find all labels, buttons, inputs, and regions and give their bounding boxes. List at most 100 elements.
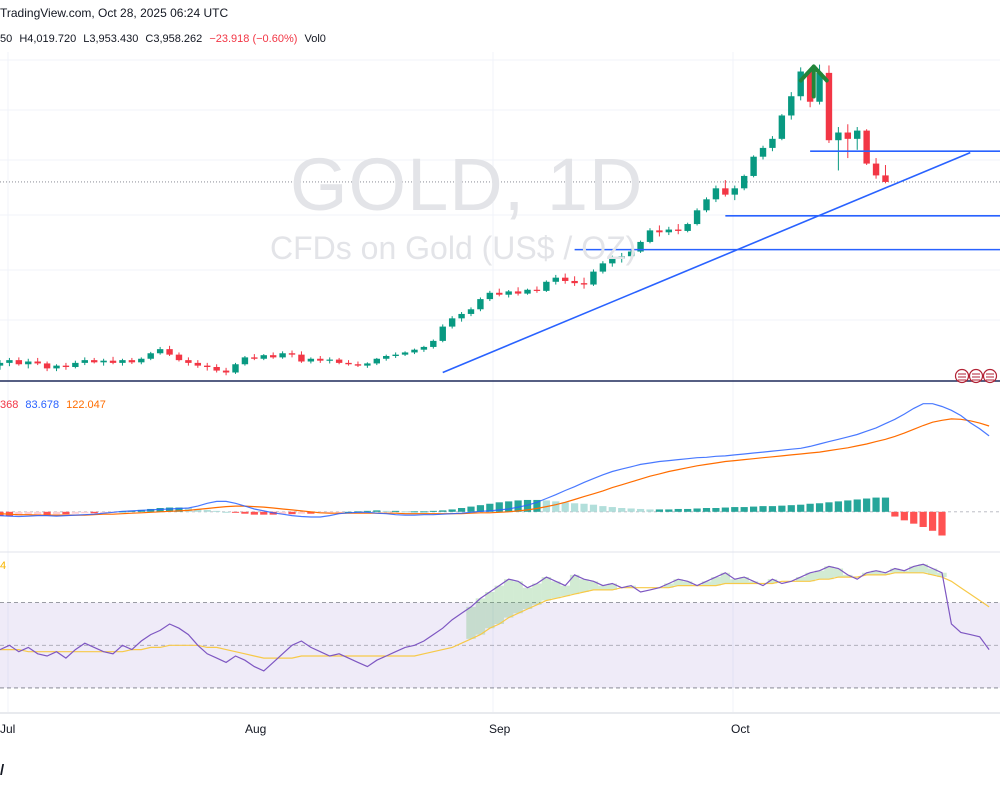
macd-legend-value-a: 368 — [0, 399, 19, 411]
macd-histogram-bar-65 — [608, 507, 616, 512]
macd-histogram-bar-99 — [928, 511, 937, 531]
macd-histogram-bar-51 — [476, 505, 485, 512]
candle-body-19 — [175, 354, 183, 361]
candle-body-31 — [288, 353, 296, 355]
macd-histogram-bar-81 — [759, 506, 767, 512]
candle-body-36 — [335, 359, 343, 363]
macd-histogram-bar-61 — [571, 503, 579, 512]
macd-signal-line — [0, 418, 990, 516]
macd-histogram-bar-96 — [900, 511, 908, 521]
macd-histogram-bar-45 — [420, 511, 428, 513]
macd-histogram-bar-31 — [288, 511, 296, 515]
tradingview-logo[interactable]: / — [0, 762, 5, 779]
source-caption: TradingView.com, Oct 28, 2025 06:24 UTC — [0, 6, 229, 20]
rsi-overbought-fill — [466, 564, 947, 639]
candle-body-90 — [844, 132, 851, 139]
candle-body-46 — [430, 340, 437, 347]
candle-body-74 — [693, 210, 701, 225]
macd-histogram-bar-52 — [486, 503, 494, 512]
candle-body-35 — [326, 359, 333, 361]
event-icons[interactable] — [954, 368, 998, 384]
macd-histogram-bar-92 — [863, 498, 871, 512]
rsi-pane — [0, 563, 1000, 689]
macd-histogram-bar-33 — [307, 511, 315, 514]
candle-body-4 — [34, 361, 41, 364]
candle-body-14 — [128, 360, 136, 363]
macd-histogram-bar-42 — [392, 510, 400, 512]
macd-histogram-bar-55 — [514, 500, 522, 512]
candle-body-41 — [383, 356, 390, 359]
candle-body-57 — [533, 289, 541, 291]
macd-line — [0, 403, 990, 518]
macd-histogram-bar-43 — [401, 511, 409, 513]
macd-histogram-bar-41 — [382, 510, 390, 512]
macd-histogram-bar-85 — [797, 504, 805, 512]
candle-body-88 — [825, 72, 833, 141]
macd-histogram-bar-87 — [815, 503, 824, 512]
macd-histogram-bar-75 — [702, 508, 711, 512]
candle-body-47 — [439, 326, 446, 341]
candle-body-91 — [854, 130, 861, 139]
event-flag-stripes-0 — [958, 373, 966, 381]
candle-body-65 — [609, 258, 616, 264]
macd-histogram-bar-35 — [326, 511, 334, 513]
low-value: L3,953.430 — [83, 33, 139, 45]
macd-histogram-bar-18 — [165, 507, 174, 512]
candle-body-20 — [185, 360, 192, 363]
symbol-watermark: GOLD, 1D — [290, 143, 644, 226]
candle-body-3 — [25, 361, 32, 365]
candle-body-53 — [496, 292, 503, 295]
macd-histogram-bar-32 — [297, 511, 306, 514]
candle-body-84 — [788, 96, 795, 116]
grid-layer — [0, 52, 1000, 712]
macd-histogram-bar-47 — [439, 510, 447, 512]
candle-body-94 — [882, 175, 889, 182]
candle-body-27 — [251, 357, 258, 359]
macd-histogram-bar-64 — [599, 506, 607, 512]
macd-histogram-bar-86 — [806, 503, 814, 512]
candle-body-10 — [91, 360, 98, 363]
macd-histogram-bar-48 — [448, 509, 456, 512]
candle-body-82 — [769, 138, 776, 148]
candle-body-55 — [514, 291, 522, 294]
macd-histogram-bar-67 — [627, 508, 635, 512]
macd-histogram-bar-73 — [684, 508, 692, 512]
candle-body-75 — [703, 199, 710, 211]
candle-body-54 — [505, 291, 512, 295]
macd-histogram-bar-36 — [335, 511, 343, 513]
macd-histogram-bar-3 — [24, 511, 32, 516]
macd-histogram-bar-30 — [279, 511, 287, 515]
macd-histogram-bar-27 — [250, 511, 258, 515]
macd-histogram-bar-60 — [561, 502, 569, 512]
candle-body-33 — [307, 358, 315, 362]
macd-histogram-bar-4 — [34, 511, 42, 515]
pane-dividers — [0, 380, 1000, 714]
trendline — [442, 151, 971, 374]
candle-body-70 — [656, 230, 663, 233]
candle-body-40 — [373, 358, 380, 364]
candle-body-60 — [562, 277, 569, 281]
candle-body-18 — [166, 349, 173, 355]
candle-body-34 — [317, 358, 324, 361]
description-watermark: CFDs on Gold (US$ / OZ) — [270, 230, 637, 266]
macd-legend-value-c: 122.047 — [66, 399, 106, 411]
macd-histogram-bar-21 — [194, 508, 202, 512]
macd-histogram-bar-62 — [580, 503, 588, 512]
candle-body-86 — [806, 71, 814, 102]
candle-body-26 — [241, 357, 249, 365]
macd-histogram-bar-9 — [81, 511, 89, 514]
macd-histogram-bar-97 — [910, 511, 918, 524]
change-value: −23.918 (−0.60%) — [209, 33, 298, 45]
price-pane — [0, 64, 1000, 376]
candle-body-79 — [740, 175, 748, 189]
macd-histogram-bar-6 — [52, 511, 61, 515]
candle-body-80 — [750, 156, 757, 176]
candle-body-37 — [345, 362, 352, 365]
candle-body-11 — [100, 360, 107, 363]
candle-body-25 — [232, 364, 239, 373]
candle-body-9 — [81, 360, 88, 363]
macd-histogram-bar-93 — [872, 497, 880, 512]
rsi-line — [0, 563, 990, 672]
candle-body-30 — [279, 353, 286, 358]
